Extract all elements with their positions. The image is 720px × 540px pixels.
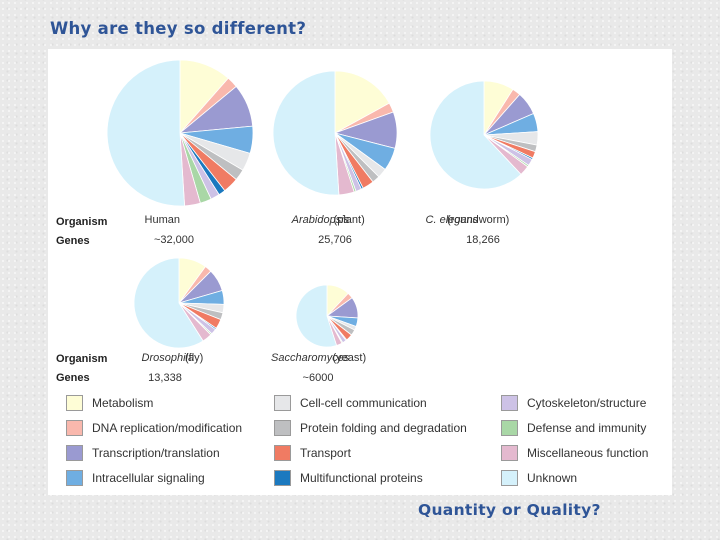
legend-label: Unknown (527, 471, 578, 485)
legend-swatch-transport (274, 445, 291, 461)
legend-label: Intracellular signaling (92, 471, 205, 485)
pie-slice-unknown (106, 59, 186, 207)
pie-charts (106, 59, 539, 349)
legend-swatch-multifunctional (274, 470, 291, 486)
legend-label: Miscellaneous function (527, 446, 649, 460)
organism-row-header: Organism (56, 216, 108, 228)
pie-slice-unknown (429, 80, 522, 190)
legend-swatch-cytoskeleton (501, 395, 518, 411)
legend-swatch-unknown (501, 470, 518, 486)
legend-swatch-defense (501, 420, 518, 436)
genes-row-header: Genes (56, 235, 90, 247)
pie-drosophila (133, 257, 225, 349)
pie-slice-unknown (295, 284, 338, 348)
pie-slice-unknown (133, 257, 204, 349)
legend-swatch-folding (274, 420, 291, 436)
pie-slice-unknown (272, 70, 340, 196)
footer-question: Quantity or Quality? (418, 501, 601, 519)
legend-swatch-transcription (66, 445, 83, 461)
legend-label: Protein folding and degradation (300, 421, 467, 435)
legend-label: Transport (300, 446, 351, 460)
slide-title: Why are they so different? (50, 19, 307, 38)
genes-row-header-2: Genes (56, 372, 90, 384)
pie-arabidopsis (272, 70, 398, 196)
organism-row-header-2: Organism (56, 353, 108, 365)
legend-swatch-cell-cell (274, 395, 291, 411)
legend-swatch-metabolism (66, 395, 83, 411)
legend-label: Metabolism (92, 396, 154, 410)
pie-slice-metabolism (334, 70, 390, 134)
legend-swatch-dna (66, 420, 83, 436)
pie-human (106, 59, 254, 207)
pie-saccharomyces (295, 284, 359, 348)
legend-label: Multifunctional proteins (300, 471, 423, 485)
figure-panel: Organism Genes Human ~32,000 Arabidopsis… (48, 49, 672, 495)
legend-label: DNA replication/modification (92, 421, 243, 435)
legend-label: Cell-cell communication (300, 396, 427, 410)
legend-label: Defense and immunity (527, 421, 647, 435)
legend-swatch-misc (501, 445, 518, 461)
legend-label: Transcription/translation (92, 446, 220, 460)
pie-c-elegans (429, 80, 539, 190)
legend-swatch-intracellular (66, 470, 83, 486)
legend-label: Cytoskeleton/structure (527, 396, 647, 410)
